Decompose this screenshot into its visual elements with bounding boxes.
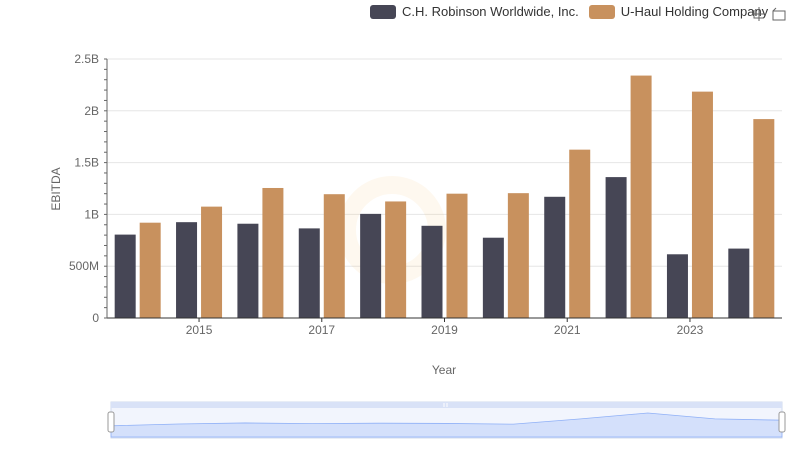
legend-swatch-chr [370, 4, 396, 19]
y-tick-label: 2.5B [74, 52, 99, 66]
bar-uhaul-2023[interactable] [691, 91, 713, 318]
x-tick-label: 2015 [186, 323, 213, 337]
legend-label-uhaul: U-Haul Holding Company [620, 4, 769, 19]
bars [114, 75, 775, 319]
bar-chr-2016[interactable] [237, 223, 259, 318]
bar-chr-2015[interactable] [176, 222, 198, 318]
y-tick-label: 500M [69, 259, 99, 273]
legend: C.H. Robinson Worldwide, Inc. U-Haul Hol… [370, 4, 778, 19]
bar-uhaul-2017[interactable] [323, 194, 345, 318]
y-tick-label: 1.5B [74, 156, 99, 170]
x-tick-label: 2021 [554, 323, 581, 337]
bar-chr-2021[interactable] [544, 196, 566, 318]
y-axis-label: EBITDA [49, 167, 63, 210]
legend-swatch-uhaul [588, 4, 615, 19]
bar-chr-2022[interactable] [605, 177, 627, 318]
zoom-handle-left[interactable] [107, 411, 115, 433]
bar-chr-2018[interactable] [360, 213, 382, 318]
bar-uhaul-2016[interactable] [262, 187, 284, 318]
bar-uhaul-2019[interactable] [446, 193, 468, 318]
x-tick-label: 2017 [308, 323, 335, 337]
bar-uhaul-2022[interactable] [630, 75, 652, 319]
zoom-icon[interactable] [751, 6, 767, 22]
restore-icon[interactable] [771, 6, 787, 22]
zoom-handle-right[interactable] [778, 411, 786, 433]
bar-chr-2019[interactable] [421, 225, 443, 318]
bar-uhaul-2020[interactable] [507, 193, 529, 318]
bar-chr-2014[interactable] [114, 234, 136, 318]
bar-chr-2020[interactable] [482, 237, 504, 318]
toolbox [747, 6, 787, 22]
y-tick-label: 1B [84, 207, 99, 221]
y-tick-label: 0 [92, 311, 99, 325]
bar-uhaul-2021[interactable] [569, 149, 591, 318]
bar-uhaul-2014[interactable] [139, 222, 161, 318]
x-axis-label: Year [432, 363, 456, 377]
bar-chr-2024[interactable] [728, 248, 750, 318]
y-ticks: 0 500M 1B 1.5B 2B 2.5B [69, 52, 107, 325]
bar-chr-2023[interactable] [666, 254, 688, 318]
x-tick-label: 2023 [677, 323, 704, 337]
x-ticks: 2015 2017 2019 2021 2023 [186, 318, 704, 337]
x-tick-label: 2019 [431, 323, 458, 337]
bar-uhaul-2015[interactable] [201, 206, 223, 318]
bar-uhaul-2024[interactable] [753, 119, 775, 318]
legend-item-chr[interactable]: C.H. Robinson Worldwide, Inc. [370, 4, 579, 19]
y-tick-label: 2B [84, 104, 99, 118]
legend-label-chr: C.H. Robinson Worldwide, Inc. [402, 4, 579, 19]
bar-chr-2017[interactable] [298, 228, 320, 318]
bar-uhaul-2018[interactable] [385, 201, 407, 318]
legend-item-uhaul[interactable]: U-Haul Holding Company [588, 4, 769, 19]
data-zoom-preview [110, 412, 783, 438]
data-zoom-slider[interactable] [107, 401, 786, 439]
